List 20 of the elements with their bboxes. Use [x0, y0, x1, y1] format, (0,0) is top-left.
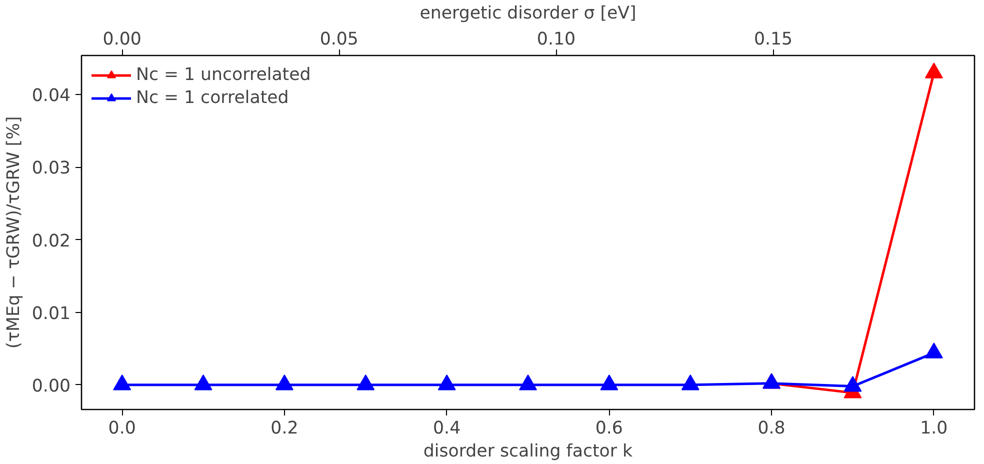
y-tick-label: 0.00 — [32, 376, 71, 396]
x2-tick-label: 0.00 — [102, 30, 142, 50]
x-tick-label: 0.2 — [270, 418, 298, 438]
y-tick-label: 0.03 — [32, 158, 71, 179]
x2-tick-label: 0.10 — [536, 30, 576, 50]
legend-label: Nc = 1 correlated — [136, 88, 289, 108]
y-axis-title: (τMEq − τGRW)/τGRW [%] — [4, 116, 24, 349]
x-tick-label: 1.0 — [920, 418, 948, 438]
x2-axis-title: energetic disorder σ [eV] — [420, 4, 636, 24]
y-tick-label: 0.04 — [32, 86, 71, 106]
x-tick-label: 0.8 — [758, 418, 786, 438]
x-axis-title: disorder scaling factor k — [423, 442, 633, 462]
x2-tick-label: 0.05 — [320, 30, 358, 50]
x-tick-label: 0.4 — [433, 418, 461, 438]
y-tick-label: 0.02 — [32, 231, 71, 252]
x-tick-label: 0.6 — [595, 418, 623, 438]
legend-label: Nc = 1 uncorrelated — [136, 65, 311, 85]
y-tick-label: 0.01 — [32, 304, 71, 324]
x-tick-label: 0.0 — [108, 418, 136, 438]
x2-tick-label: 0.15 — [754, 30, 793, 50]
